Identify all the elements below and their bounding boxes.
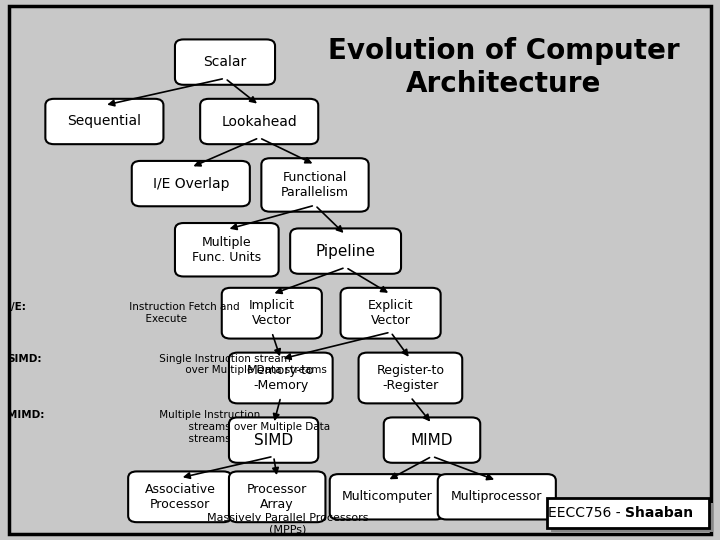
FancyBboxPatch shape [229,417,318,463]
Text: I/E Overlap: I/E Overlap [153,177,229,191]
FancyBboxPatch shape [547,498,709,528]
Text: Multiprocessor: Multiprocessor [451,490,542,503]
Text: Evolution of Computer
Architecture: Evolution of Computer Architecture [328,37,680,98]
FancyBboxPatch shape [229,353,333,403]
FancyBboxPatch shape [384,417,480,463]
Text: Multicomputer: Multicomputer [341,490,433,503]
Text: Pipeline: Pipeline [315,244,376,259]
FancyBboxPatch shape [175,223,279,276]
FancyBboxPatch shape [330,474,444,519]
FancyBboxPatch shape [200,99,318,144]
FancyBboxPatch shape [45,99,163,144]
Text: Memory-to
-Memory: Memory-to -Memory [247,364,315,392]
Text: Single Instruction stream
         over Multiple Data streams: Single Instruction stream over Multiple … [156,354,327,375]
Text: Shaaban: Shaaban [625,507,693,520]
FancyBboxPatch shape [261,158,369,212]
FancyBboxPatch shape [290,228,401,274]
FancyBboxPatch shape [341,288,441,339]
Text: Register-to
-Register: Register-to -Register [377,364,444,392]
Text: Functional
Parallelism: Functional Parallelism [281,171,349,199]
FancyBboxPatch shape [359,353,462,403]
FancyBboxPatch shape [222,288,322,339]
Text: I/E:: I/E: [7,302,26,313]
FancyBboxPatch shape [551,503,713,532]
FancyBboxPatch shape [229,471,325,522]
Text: MIMD: MIMD [410,433,454,448]
FancyBboxPatch shape [132,161,250,206]
FancyBboxPatch shape [438,474,556,519]
Text: Implicit
Vector: Implicit Vector [249,299,294,327]
Text: Massively Parallel Processors
(MPPs): Massively Parallel Processors (MPPs) [207,513,369,535]
Text: Associative
Processor: Associative Processor [145,483,215,511]
Text: Multiple Instruction
          streams over Multiple Data
          streams: Multiple Instruction streams over Multip… [156,410,330,443]
Text: Sequential: Sequential [68,114,141,129]
FancyBboxPatch shape [175,39,275,85]
Text: Explicit
Vector: Explicit Vector [368,299,413,327]
Text: Instruction Fetch and
      Execute: Instruction Fetch and Execute [126,302,240,324]
FancyBboxPatch shape [128,471,232,522]
Text: Lookahead: Lookahead [221,114,297,129]
Text: EECC756 -: EECC756 - [548,507,625,520]
Text: Processor
Array: Processor Array [247,483,307,511]
FancyBboxPatch shape [9,6,711,534]
Text: SIMD: SIMD [254,433,293,448]
Text: Multiple
Func. Units: Multiple Func. Units [192,236,261,264]
Text: SIMD:: SIMD: [7,354,42,364]
Text: Scalar: Scalar [203,55,247,69]
Text: MIMD:: MIMD: [7,410,45,421]
